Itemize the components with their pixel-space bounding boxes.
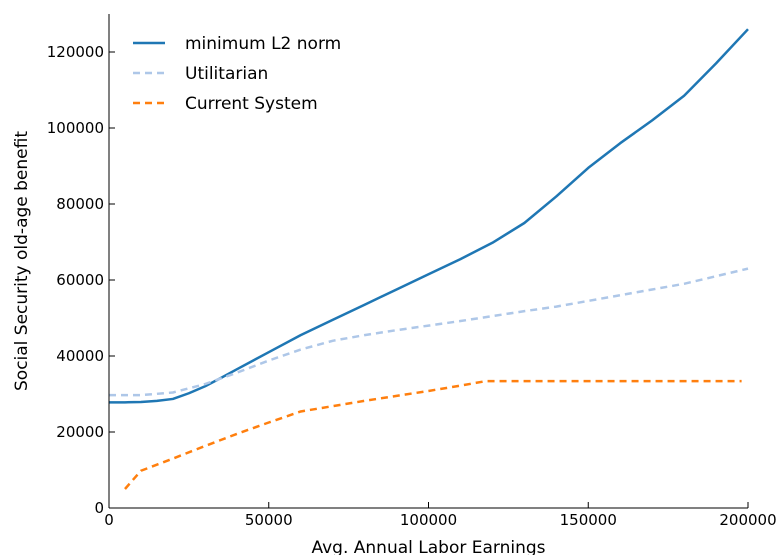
y-axis-label: Social Security old-age benefit xyxy=(12,131,32,391)
plot-area xyxy=(109,28,749,490)
y-tick-label: 0 xyxy=(94,499,104,517)
y-tick-label: 80000 xyxy=(56,195,104,213)
y-tick-label: 60000 xyxy=(56,271,104,289)
y-tick-label: 120000 xyxy=(47,43,104,61)
legend-label: Utilitarian xyxy=(185,64,268,84)
series-line-0 xyxy=(109,28,749,404)
axes xyxy=(108,14,748,509)
legend: minimum L2 norm Utilitarian Current System xyxy=(133,34,341,114)
x-tick-label: 150000 xyxy=(560,511,617,529)
legend-label: Current System xyxy=(185,94,318,114)
x-tick-label: 100000 xyxy=(400,511,457,529)
x-axis-ticks: 0 50000 100000 150000 200000 xyxy=(104,502,777,529)
y-tick-label: 40000 xyxy=(56,347,104,365)
y-tick-label: 20000 xyxy=(56,423,104,441)
y-tick-label: 100000 xyxy=(47,119,104,137)
x-tick-label: 0 xyxy=(104,511,114,529)
series-line-1 xyxy=(109,267,749,397)
legend-label: minimum L2 norm xyxy=(185,34,341,54)
series-line-2 xyxy=(124,379,742,490)
x-axis-label: Avg. Annual Labor Earnings xyxy=(311,538,545,555)
y-axis-ticks: 0 20000 40000 60000 80000 100000 120000 xyxy=(47,43,115,517)
x-tick-label: 200000 xyxy=(719,511,776,529)
x-tick-label: 50000 xyxy=(245,511,293,529)
